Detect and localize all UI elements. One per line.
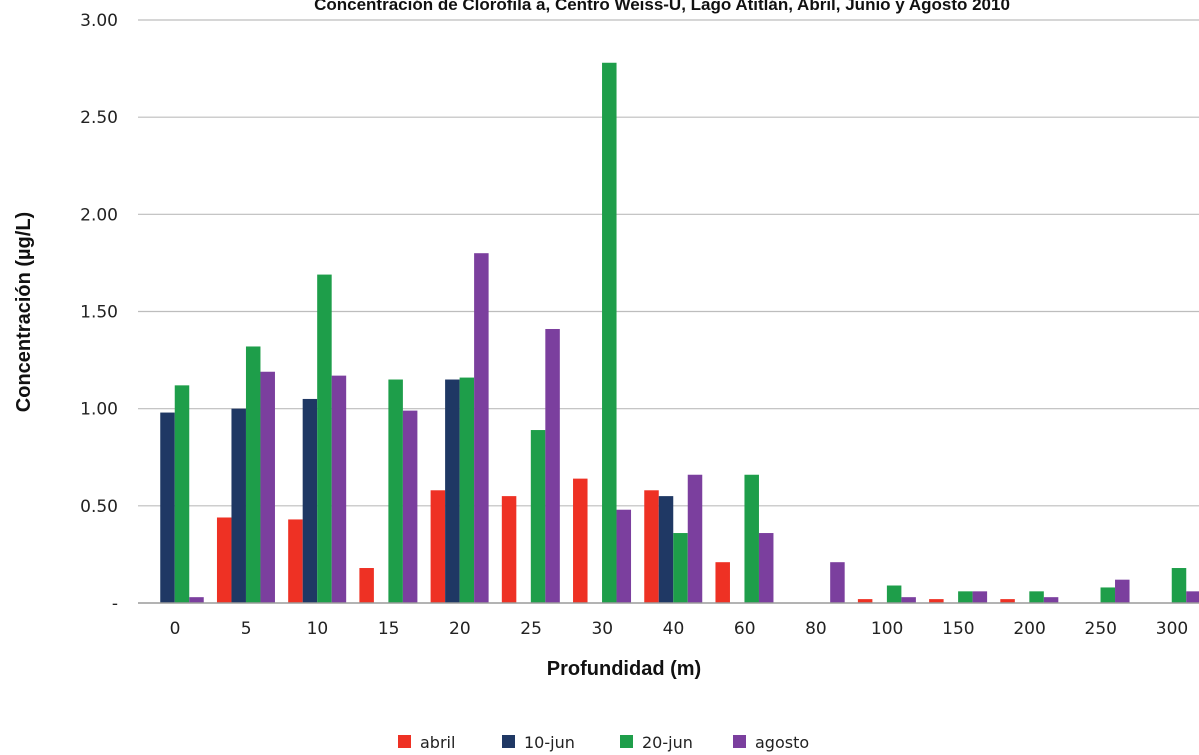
y-tick-label: 1.50 bbox=[80, 303, 118, 323]
bar-agosto-300 bbox=[1186, 591, 1199, 603]
bar-agosto-10 bbox=[331, 375, 347, 603]
bar-agosto-200 bbox=[1043, 597, 1059, 603]
legend-swatch-10-jun bbox=[502, 735, 515, 748]
bar-agosto-20 bbox=[474, 253, 489, 603]
bar-abril-150 bbox=[929, 599, 944, 603]
bar-abril-20 bbox=[430, 490, 446, 603]
x-tick-label: 100 bbox=[871, 619, 903, 639]
bar-20-jun-250 bbox=[1100, 587, 1116, 603]
x-tick-label: 60 bbox=[734, 619, 756, 639]
bar-agosto-25 bbox=[545, 328, 560, 603]
x-axis-label: Profundidad (m) bbox=[547, 658, 701, 680]
bar-20-jun-5 bbox=[245, 346, 261, 603]
legend-label: 10-jun bbox=[524, 733, 575, 752]
bar-20-jun-25 bbox=[530, 430, 546, 603]
bar-20-jun-300 bbox=[1171, 568, 1187, 603]
bar-agosto-150 bbox=[972, 591, 988, 603]
x-tick-label: 200 bbox=[1013, 619, 1045, 639]
legend-swatch-abril bbox=[398, 735, 411, 748]
x-tick-label: 15 bbox=[378, 619, 400, 639]
legend: abril 10-jun 20-jun agosto bbox=[398, 733, 809, 752]
bar-abril-15 bbox=[359, 568, 374, 603]
bar-agosto-30 bbox=[616, 509, 632, 603]
chart-title: Concentración de Clorofila a, Centro Wei… bbox=[314, 0, 1010, 14]
bar-20-jun-15 bbox=[388, 379, 403, 603]
x-tick-label: 40 bbox=[663, 619, 685, 639]
bars bbox=[160, 62, 1199, 603]
bar-abril-60 bbox=[715, 562, 730, 603]
legend-swatch-20-jun bbox=[620, 735, 633, 748]
bar-20-jun-10 bbox=[317, 274, 332, 603]
bar-20-jun-100 bbox=[886, 585, 902, 603]
legend-label: abril bbox=[420, 733, 455, 752]
y-tick-label: 0.50 bbox=[80, 497, 118, 517]
bar-20-jun-200 bbox=[1029, 591, 1044, 603]
bar-10-jun-0 bbox=[160, 412, 175, 603]
x-tick-label: 80 bbox=[805, 619, 827, 639]
bar-agosto-80 bbox=[830, 562, 845, 603]
bar-agosto-100 bbox=[901, 597, 916, 603]
bar-20-jun-40 bbox=[673, 533, 688, 603]
bar-20-jun-0 bbox=[174, 385, 190, 603]
bar-agosto-40 bbox=[687, 474, 703, 603]
x-tick-label: 300 bbox=[1156, 619, 1188, 639]
bar-20-jun-30 bbox=[602, 62, 617, 603]
legend-swatch-agosto bbox=[733, 735, 746, 748]
x-tick-label: 10 bbox=[307, 619, 329, 639]
y-tick-label: 3.00 bbox=[80, 11, 118, 31]
bar-agosto-0 bbox=[189, 597, 204, 603]
x-tick-label: 30 bbox=[591, 619, 613, 639]
bar-abril-200 bbox=[1000, 599, 1015, 603]
x-tick-label: 5 bbox=[241, 619, 252, 639]
bar-abril-25 bbox=[501, 496, 517, 603]
bar-10-jun-10 bbox=[302, 398, 318, 603]
x-axis-ticks: 0 5 10 15 20 25 30 40 60 80 100 150 200 250 300 bbox=[170, 619, 1189, 639]
bar-abril-5 bbox=[216, 517, 232, 603]
x-tick-label: 0 bbox=[170, 619, 181, 639]
x-tick-label: 20 bbox=[449, 619, 471, 639]
y-axis-label: Concentración (µg/L) bbox=[13, 212, 35, 412]
gridlines bbox=[138, 19, 1199, 507]
y-axis-ticks: - 0.50 1.00 1.50 2.00 2.50 3.00 bbox=[80, 11, 118, 614]
bar-agosto-5 bbox=[260, 371, 275, 603]
bar-10-jun-40 bbox=[658, 496, 674, 603]
x-tick-label: 250 bbox=[1085, 619, 1117, 639]
bar-agosto-15 bbox=[402, 410, 418, 603]
y-tick-label: 1.00 bbox=[80, 400, 118, 420]
bar-20-jun-150 bbox=[958, 591, 973, 603]
y-tick-label: 2.50 bbox=[80, 108, 118, 128]
x-tick-label: 150 bbox=[942, 619, 974, 639]
x-tick-label: 25 bbox=[520, 619, 542, 639]
bar-abril-10 bbox=[288, 519, 303, 603]
y-tick-label: 2.00 bbox=[80, 205, 118, 225]
bar-abril-100 bbox=[857, 599, 873, 603]
bar-agosto-60 bbox=[758, 533, 774, 603]
bar-10-jun-5 bbox=[231, 408, 246, 603]
bar-agosto-250 bbox=[1115, 579, 1130, 603]
bar-abril-40 bbox=[644, 490, 659, 603]
bar-20-jun-60 bbox=[744, 474, 759, 603]
bar-abril-30 bbox=[573, 478, 588, 603]
bar-10-jun-20 bbox=[445, 379, 460, 603]
bar-20-jun-20 bbox=[459, 377, 475, 603]
legend-label: agosto bbox=[755, 733, 809, 752]
y-tick-label: - bbox=[112, 594, 118, 614]
legend-label: 20-jun bbox=[642, 733, 693, 752]
